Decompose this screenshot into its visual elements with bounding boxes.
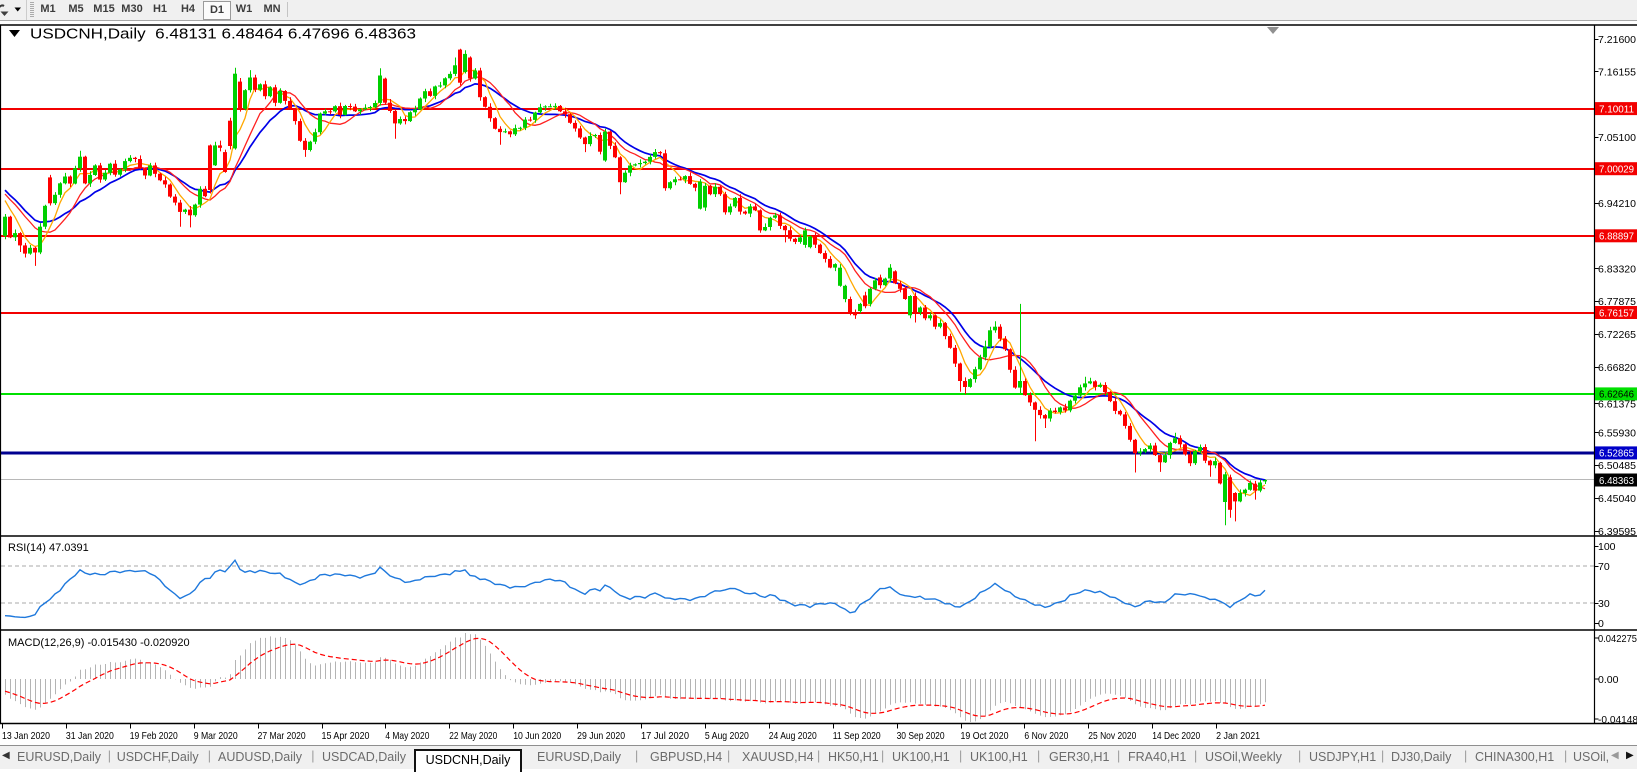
svg-text:0.00: 0.00 (1598, 674, 1619, 686)
svg-text:9 Mar 2020: 9 Mar 2020 (194, 730, 238, 742)
svg-text:6.88897: 6.88897 (1599, 231, 1634, 243)
svg-text:11 Sep 2020: 11 Sep 2020 (833, 730, 881, 742)
svg-text:6.62646: 6.62646 (1599, 389, 1634, 401)
svg-text:13 Jan 2020: 13 Jan 2020 (2, 730, 50, 742)
svg-text:6.55930: 6.55930 (1598, 427, 1636, 439)
svg-text:7.00029: 7.00029 (1599, 164, 1634, 176)
svg-text:6.61375: 6.61375 (1598, 398, 1636, 410)
svg-text:10 Jun 2020: 10 Jun 2020 (513, 730, 561, 742)
svg-text:6.77875: 6.77875 (1598, 296, 1636, 308)
svg-text:2 Jan 2021: 2 Jan 2021 (1216, 730, 1260, 742)
svg-text:31 Jan 2020: 31 Jan 2020 (66, 730, 114, 742)
svg-text:6 Nov 2020: 6 Nov 2020 (1024, 730, 1068, 742)
svg-text:6.52865: 6.52865 (1599, 448, 1634, 460)
svg-text:17 Jul 2020: 17 Jul 2020 (641, 730, 689, 742)
svg-text:6.76157: 6.76157 (1599, 307, 1634, 319)
svg-text:7.05100: 7.05100 (1598, 132, 1636, 144)
svg-text:4 May 2020: 4 May 2020 (385, 730, 429, 742)
svg-text:70: 70 (1598, 561, 1610, 573)
svg-text:25 Nov 2020: 25 Nov 2020 (1088, 730, 1136, 742)
svg-text:6.83320: 6.83320 (1598, 263, 1636, 275)
svg-text:6.50485: 6.50485 (1598, 460, 1636, 472)
svg-text:7.10011: 7.10011 (1599, 103, 1634, 115)
svg-text:30: 30 (1598, 598, 1610, 610)
svg-text:0.042275: 0.042275 (1598, 633, 1637, 645)
svg-text:100: 100 (1598, 541, 1616, 553)
svg-text:27 Mar 2020: 27 Mar 2020 (258, 730, 306, 742)
svg-text:0: 0 (1598, 618, 1604, 630)
svg-text:7.21600: 7.21600 (1598, 34, 1636, 46)
svg-text:5 Aug 2020: 5 Aug 2020 (705, 730, 749, 742)
svg-text:6.72265: 6.72265 (1598, 329, 1636, 341)
svg-text:-0.04148: -0.04148 (1598, 714, 1637, 726)
svg-text:19 Oct 2020: 19 Oct 2020 (961, 730, 1009, 742)
svg-text:6.94210: 6.94210 (1598, 198, 1636, 210)
svg-text:USDCNH,Daily 6.48131 6.48464: USDCNH,Daily 6.48131 6.48464 6.47696 6.4… (30, 26, 416, 43)
svg-text:19 Feb 2020: 19 Feb 2020 (130, 730, 178, 742)
svg-text:15 Apr 2020: 15 Apr 2020 (322, 730, 370, 742)
svg-text:RSI(14) 47.0391: RSI(14) 47.0391 (8, 542, 89, 554)
svg-text:14 Dec 2020: 14 Dec 2020 (1152, 730, 1200, 742)
svg-text:MACD(12,26,9) -0.015430 -0.020: MACD(12,26,9) -0.015430 -0.020920 (8, 637, 190, 649)
svg-text:6.39595: 6.39595 (1598, 526, 1636, 538)
svg-text:22 May 2020: 22 May 2020 (449, 730, 497, 742)
svg-text:24 Aug 2020: 24 Aug 2020 (769, 730, 817, 742)
svg-text:30 Sep 2020: 30 Sep 2020 (897, 730, 945, 742)
svg-text:29 Jun 2020: 29 Jun 2020 (577, 730, 625, 742)
svg-text:7.16155: 7.16155 (1598, 67, 1636, 79)
svg-text:6.48363: 6.48363 (1599, 475, 1634, 487)
svg-text:6.45040: 6.45040 (1598, 493, 1636, 505)
svg-text:6.66820: 6.66820 (1598, 362, 1636, 374)
